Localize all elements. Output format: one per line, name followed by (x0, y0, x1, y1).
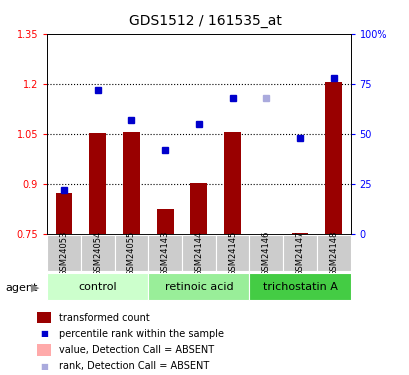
Bar (249, 235, 283, 271)
Bar (156, 209, 173, 234)
Bar (249, 273, 350, 300)
Text: GSM24144: GSM24144 (194, 231, 203, 276)
Text: GSM24053: GSM24053 (59, 230, 68, 276)
Text: control: control (78, 282, 117, 292)
Bar (47, 235, 81, 271)
Bar (316, 235, 350, 271)
Text: value, Detection Call = ABSENT: value, Detection Call = ABSENT (59, 345, 214, 355)
Text: ■: ■ (40, 362, 48, 371)
Bar (47, 273, 148, 300)
Text: GSM24145: GSM24145 (227, 231, 236, 276)
Text: retinoic acid: retinoic acid (164, 282, 233, 292)
Bar (81, 235, 114, 271)
Bar (182, 235, 215, 271)
Text: GDS1512 / 161535_at: GDS1512 / 161535_at (128, 13, 281, 28)
Text: GSM24143: GSM24143 (160, 230, 169, 276)
Text: GSM24147: GSM24147 (295, 230, 304, 276)
Bar (89, 134, 106, 234)
Bar (215, 235, 249, 271)
Bar (324, 82, 341, 234)
Text: percentile rank within the sample: percentile rank within the sample (59, 329, 224, 339)
Bar (283, 235, 316, 271)
Bar (114, 235, 148, 271)
Bar (190, 183, 207, 234)
Text: ■: ■ (40, 329, 48, 338)
Text: trichostatin A: trichostatin A (262, 282, 337, 292)
Text: GSM24055: GSM24055 (127, 231, 136, 276)
Bar (148, 273, 249, 300)
Text: agent: agent (5, 283, 37, 293)
Bar (224, 132, 240, 234)
Text: rank, Detection Call = ABSENT: rank, Detection Call = ABSENT (59, 362, 209, 371)
Bar (56, 193, 72, 234)
Text: transformed count: transformed count (59, 313, 150, 322)
Text: GSM24148: GSM24148 (328, 230, 337, 276)
Text: ▶: ▶ (31, 283, 39, 293)
Bar (123, 132, 139, 234)
Bar (291, 233, 308, 234)
Bar (148, 235, 182, 271)
Text: GSM24054: GSM24054 (93, 231, 102, 276)
Text: GSM24146: GSM24146 (261, 230, 270, 276)
